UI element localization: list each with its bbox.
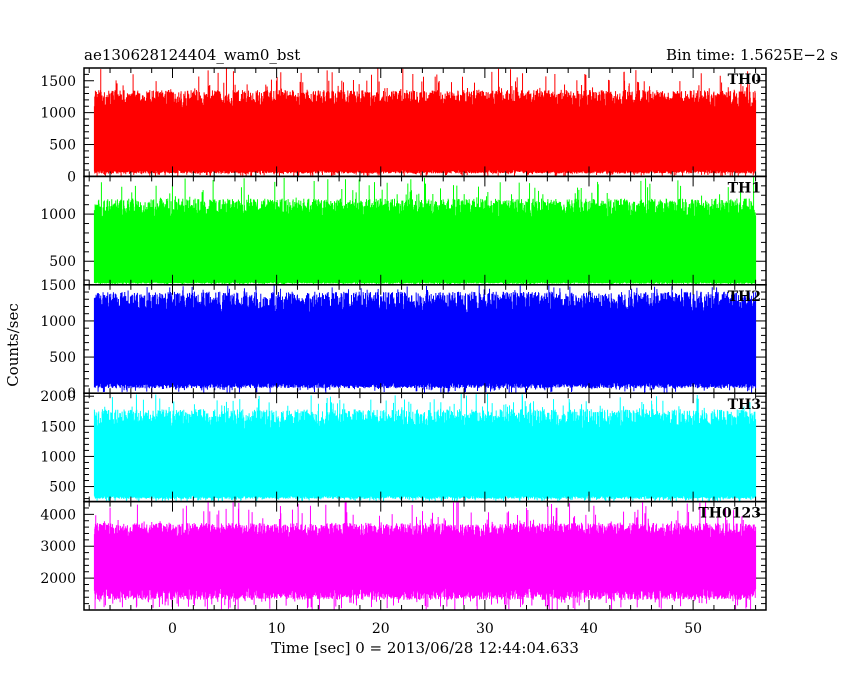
bin-time-label: Bin time: 1.5625E−2 s <box>666 46 838 64</box>
y-tick-label: 2000 <box>40 389 76 405</box>
y-tick-label: 500 <box>49 254 76 270</box>
y-tick-label: 1500 <box>40 278 76 294</box>
series-trace-th3 <box>93 393 757 502</box>
series-trace-th2 <box>93 284 757 394</box>
y-tick-label: 500 <box>49 350 76 366</box>
x-axis-title: Time [sec] 0 = 2013/06/28 12:44:04.633 <box>271 639 579 657</box>
y-tick-label: 0 <box>67 169 76 185</box>
y-tick-label: 1500 <box>40 419 76 435</box>
x-tick-label: 20 <box>372 621 390 637</box>
panel-label-th1: TH1 <box>728 180 761 196</box>
series-trace-th0123 <box>93 501 757 610</box>
y-tick-label: 2000 <box>40 571 76 587</box>
chart-title: ae130628124404_wam0_bst <box>84 46 300 64</box>
panel-label-th0: TH0 <box>728 72 762 88</box>
y-tick-label: 1000 <box>40 449 76 465</box>
y-axis-title: Counts/sec <box>4 303 22 387</box>
panel-label-th2: TH2 <box>728 289 761 305</box>
y-tick-label: 1500 <box>40 74 76 90</box>
x-tick-label: 0 <box>168 621 177 637</box>
y-tick-label: 500 <box>49 138 76 154</box>
y-tick-label: 1000 <box>40 207 76 223</box>
panel-frame-th0123 <box>83 500 767 611</box>
x-tick-label: 10 <box>268 621 286 637</box>
x-tick-label: 40 <box>580 621 598 637</box>
y-tick-label: 1000 <box>40 106 76 122</box>
x-tick-label: 50 <box>684 621 702 637</box>
panels-group: TH0050010001500TH15001000TH2050010001500… <box>40 67 767 637</box>
y-tick-label: 1000 <box>40 314 76 330</box>
series-trace-th0 <box>93 68 757 177</box>
y-tick-label: 3000 <box>40 539 76 555</box>
series-trace-th1 <box>93 176 757 285</box>
y-tick-label: 500 <box>49 480 76 496</box>
y-tick-label: 0 <box>67 386 76 402</box>
panel-label-th3: TH3 <box>728 397 761 413</box>
y-tick-label: 4000 <box>40 507 76 523</box>
panel-label-th0123: TH0123 <box>698 506 761 522</box>
x-tick-label: 30 <box>476 621 494 637</box>
